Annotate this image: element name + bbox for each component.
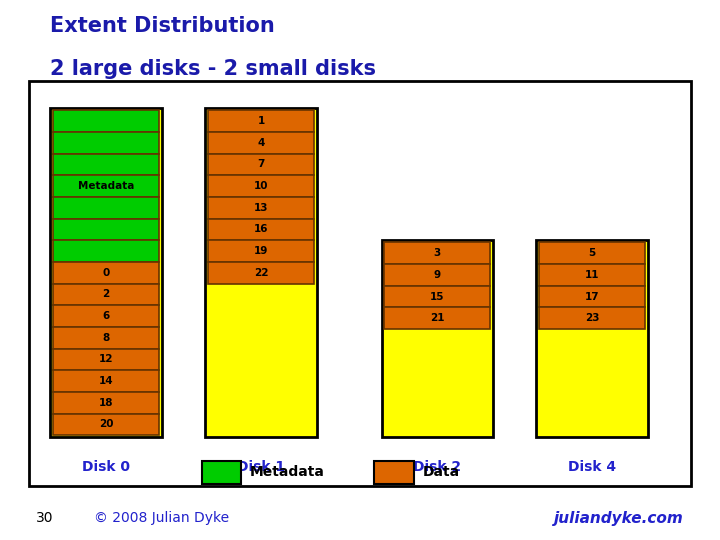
Bar	[53, 132, 159, 153]
Text: 0: 0	[102, 268, 110, 278]
Text: 30: 30	[36, 511, 53, 525]
Text: 3: 3	[433, 248, 441, 258]
Bar	[539, 264, 645, 286]
Bar	[53, 348, 159, 370]
Bar	[53, 262, 159, 284]
Bar	[539, 307, 645, 329]
Text: 22: 22	[253, 268, 269, 278]
Bar	[53, 175, 159, 197]
Bar	[53, 219, 159, 240]
Text: 23: 23	[585, 313, 600, 323]
Bar	[384, 307, 490, 329]
Bar	[384, 286, 490, 307]
Bar	[208, 262, 314, 284]
Text: Disk 1: Disk 1	[237, 460, 285, 474]
Bar	[202, 461, 241, 484]
Text: 9: 9	[434, 270, 441, 280]
Bar	[208, 240, 314, 262]
Text: 18: 18	[99, 398, 114, 408]
Text: 2: 2	[102, 289, 110, 299]
Bar	[53, 284, 159, 305]
Bar	[53, 197, 159, 219]
Text: Disk 2: Disk 2	[413, 460, 462, 474]
Text: 5: 5	[588, 248, 596, 258]
Text: Disk 0: Disk 0	[82, 460, 130, 474]
Text: 16: 16	[253, 224, 269, 234]
Bar	[539, 286, 645, 307]
Bar	[208, 153, 314, 175]
Bar	[208, 110, 314, 132]
Bar	[53, 110, 159, 132]
Bar	[536, 240, 648, 437]
Text: juliandyke.com: juliandyke.com	[554, 511, 684, 526]
Text: 15: 15	[430, 292, 445, 302]
Text: Metadata: Metadata	[78, 181, 135, 191]
Text: 4: 4	[257, 138, 265, 147]
Text: 1: 1	[257, 116, 265, 126]
Bar	[53, 327, 159, 348]
Bar	[29, 81, 691, 486]
Bar	[53, 153, 159, 175]
Text: 19: 19	[254, 246, 268, 256]
Bar	[208, 197, 314, 219]
Text: 6: 6	[102, 311, 110, 321]
Text: 14: 14	[99, 376, 114, 386]
Text: 2 large disks - 2 small disks: 2 large disks - 2 small disks	[50, 59, 377, 79]
Bar	[53, 414, 159, 435]
Bar	[205, 108, 317, 437]
Text: 20: 20	[99, 420, 114, 429]
Text: Extent Distribution: Extent Distribution	[50, 16, 275, 36]
Text: Data: Data	[423, 465, 460, 480]
Text: 10: 10	[253, 181, 269, 191]
Text: 8: 8	[102, 333, 110, 343]
Text: 13: 13	[253, 202, 269, 213]
Bar	[208, 175, 314, 197]
Bar	[53, 370, 159, 392]
Bar	[53, 240, 159, 262]
Bar	[374, 461, 414, 484]
Bar	[208, 219, 314, 240]
Text: © 2008 Julian Dyke: © 2008 Julian Dyke	[94, 511, 229, 525]
Bar	[53, 305, 159, 327]
Text: 21: 21	[430, 313, 445, 323]
Text: 17: 17	[585, 292, 600, 302]
Bar	[208, 132, 314, 153]
Text: Metadata: Metadata	[250, 465, 325, 480]
Bar	[384, 242, 490, 264]
Text: Disk 4: Disk 4	[568, 460, 616, 474]
Bar	[53, 392, 159, 414]
Bar	[382, 240, 493, 437]
Text: 7: 7	[257, 159, 265, 170]
Bar	[50, 108, 162, 437]
Bar	[384, 264, 490, 286]
Text: 12: 12	[99, 354, 114, 364]
Text: 11: 11	[585, 270, 600, 280]
Bar	[539, 242, 645, 264]
